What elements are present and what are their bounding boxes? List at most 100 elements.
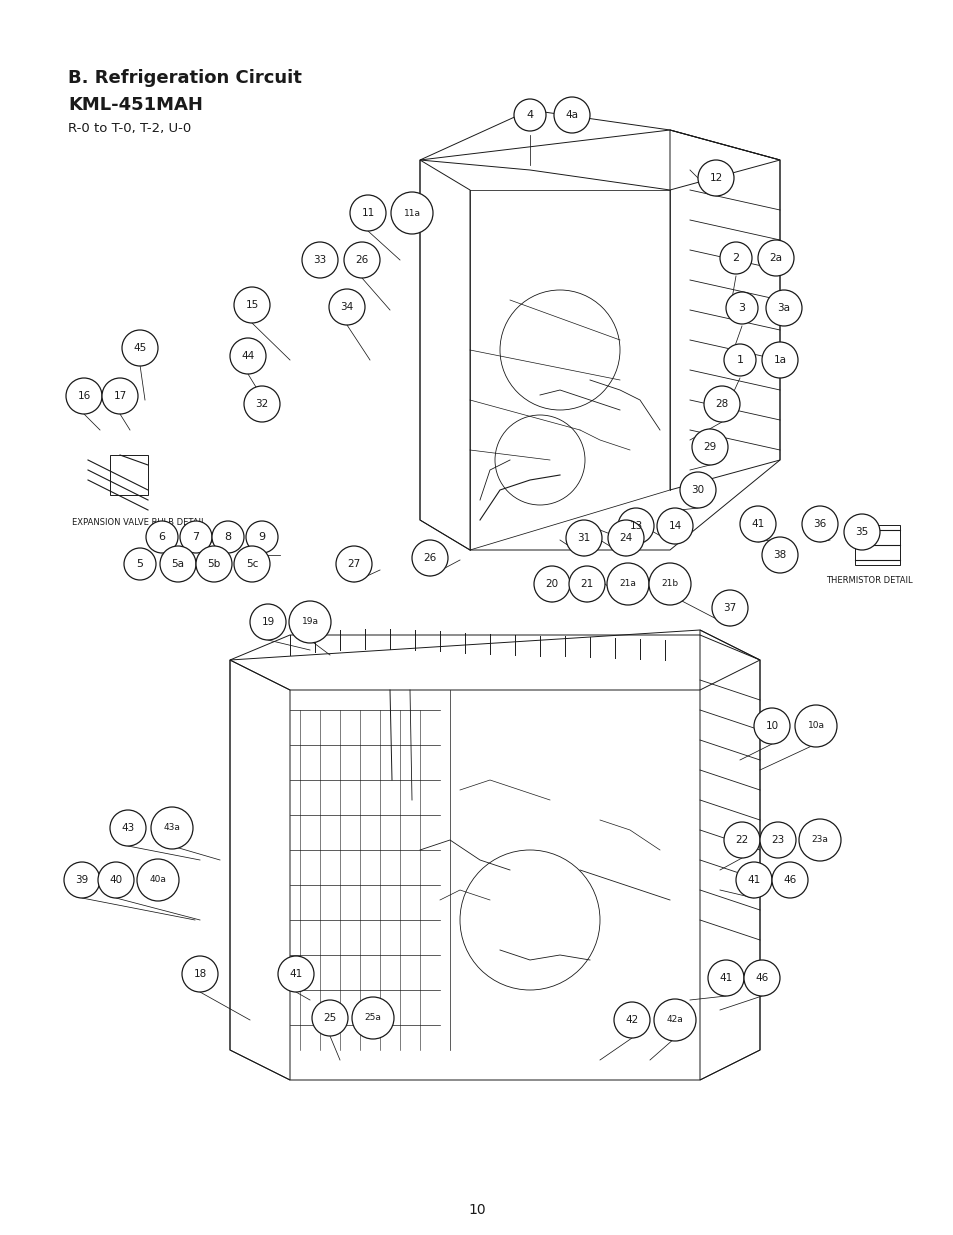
Text: THERMISTOR DETAIL: THERMISTOR DETAIL — [825, 576, 912, 585]
Circle shape — [122, 330, 158, 366]
Circle shape — [740, 506, 775, 542]
Circle shape — [534, 566, 569, 601]
Text: EXPANSION VALVE BULB DETAIL: EXPANSION VALVE BULB DETAIL — [71, 517, 206, 527]
Circle shape — [289, 601, 331, 643]
Circle shape — [350, 195, 386, 231]
Text: 45: 45 — [133, 343, 147, 353]
Circle shape — [412, 540, 448, 576]
Text: 21: 21 — [579, 579, 593, 589]
Text: 5b: 5b — [207, 559, 220, 569]
Circle shape — [124, 548, 156, 580]
Text: 39: 39 — [75, 876, 89, 885]
Bar — [110, 454, 148, 495]
Circle shape — [648, 563, 690, 605]
Circle shape — [391, 191, 433, 233]
Circle shape — [758, 240, 793, 275]
Text: 21b: 21b — [660, 579, 678, 589]
Circle shape — [335, 546, 372, 582]
Text: 32: 32 — [255, 399, 269, 409]
Circle shape — [250, 604, 286, 640]
Text: 31: 31 — [577, 534, 590, 543]
Text: 27: 27 — [347, 559, 360, 569]
Text: 12: 12 — [709, 173, 721, 183]
Text: 7: 7 — [193, 532, 199, 542]
Text: 43: 43 — [121, 823, 134, 832]
Text: 34: 34 — [340, 303, 354, 312]
Text: 5a: 5a — [172, 559, 184, 569]
Text: 2a: 2a — [769, 253, 781, 263]
Circle shape — [195, 546, 232, 582]
Circle shape — [801, 506, 837, 542]
Text: 37: 37 — [722, 603, 736, 613]
Circle shape — [233, 287, 270, 324]
Circle shape — [743, 960, 780, 995]
Circle shape — [182, 956, 218, 992]
Text: 26: 26 — [423, 553, 436, 563]
Text: 41: 41 — [719, 973, 732, 983]
Text: 41: 41 — [746, 876, 760, 885]
Text: 16: 16 — [77, 391, 91, 401]
Circle shape — [329, 289, 365, 325]
Circle shape — [735, 862, 771, 898]
Circle shape — [565, 520, 601, 556]
Circle shape — [698, 161, 733, 196]
Text: 6: 6 — [158, 532, 165, 542]
Circle shape — [771, 862, 807, 898]
Circle shape — [654, 999, 696, 1041]
Circle shape — [707, 960, 743, 995]
Text: 35: 35 — [855, 527, 868, 537]
Circle shape — [843, 514, 879, 550]
Circle shape — [277, 956, 314, 992]
Circle shape — [244, 387, 280, 422]
Circle shape — [760, 823, 795, 858]
Text: 5c: 5c — [246, 559, 258, 569]
Circle shape — [66, 378, 102, 414]
Circle shape — [703, 387, 740, 422]
Bar — [854, 525, 899, 564]
Circle shape — [711, 590, 747, 626]
Text: 2: 2 — [732, 253, 739, 263]
Text: 8: 8 — [224, 532, 232, 542]
Circle shape — [102, 378, 138, 414]
Text: R-0 to T-0, T-2, U-0: R-0 to T-0, T-2, U-0 — [68, 121, 191, 135]
Circle shape — [679, 472, 716, 508]
Text: 3a: 3a — [777, 303, 790, 312]
Text: 26: 26 — [355, 254, 368, 266]
Text: 10a: 10a — [806, 721, 823, 730]
Text: 13: 13 — [629, 521, 642, 531]
Text: 17: 17 — [113, 391, 127, 401]
Text: 3: 3 — [738, 303, 744, 312]
Text: 23a: 23a — [811, 836, 827, 845]
Text: 20: 20 — [545, 579, 558, 589]
Circle shape — [765, 290, 801, 326]
Circle shape — [312, 1000, 348, 1036]
Circle shape — [233, 546, 270, 582]
Circle shape — [794, 705, 836, 747]
Circle shape — [64, 862, 100, 898]
Circle shape — [160, 546, 195, 582]
Circle shape — [657, 508, 692, 543]
Text: 15: 15 — [245, 300, 258, 310]
Circle shape — [618, 508, 654, 543]
Circle shape — [344, 242, 379, 278]
Text: 44: 44 — [241, 351, 254, 361]
Text: 46: 46 — [782, 876, 796, 885]
Circle shape — [137, 860, 179, 902]
Text: B. Refrigeration Circuit: B. Refrigeration Circuit — [68, 69, 301, 86]
Text: 21a: 21a — [618, 579, 636, 589]
Text: 41: 41 — [751, 519, 763, 529]
Circle shape — [212, 521, 244, 553]
Circle shape — [720, 242, 751, 274]
Text: 11: 11 — [361, 207, 375, 219]
Text: 5: 5 — [136, 559, 143, 569]
Text: 11a: 11a — [403, 209, 420, 217]
Circle shape — [761, 537, 797, 573]
Text: 23: 23 — [771, 835, 783, 845]
Circle shape — [607, 520, 643, 556]
Text: 9: 9 — [258, 532, 265, 542]
Text: 4: 4 — [526, 110, 533, 120]
Text: 41: 41 — [289, 969, 302, 979]
Circle shape — [98, 862, 133, 898]
Circle shape — [614, 1002, 649, 1037]
Circle shape — [302, 242, 337, 278]
